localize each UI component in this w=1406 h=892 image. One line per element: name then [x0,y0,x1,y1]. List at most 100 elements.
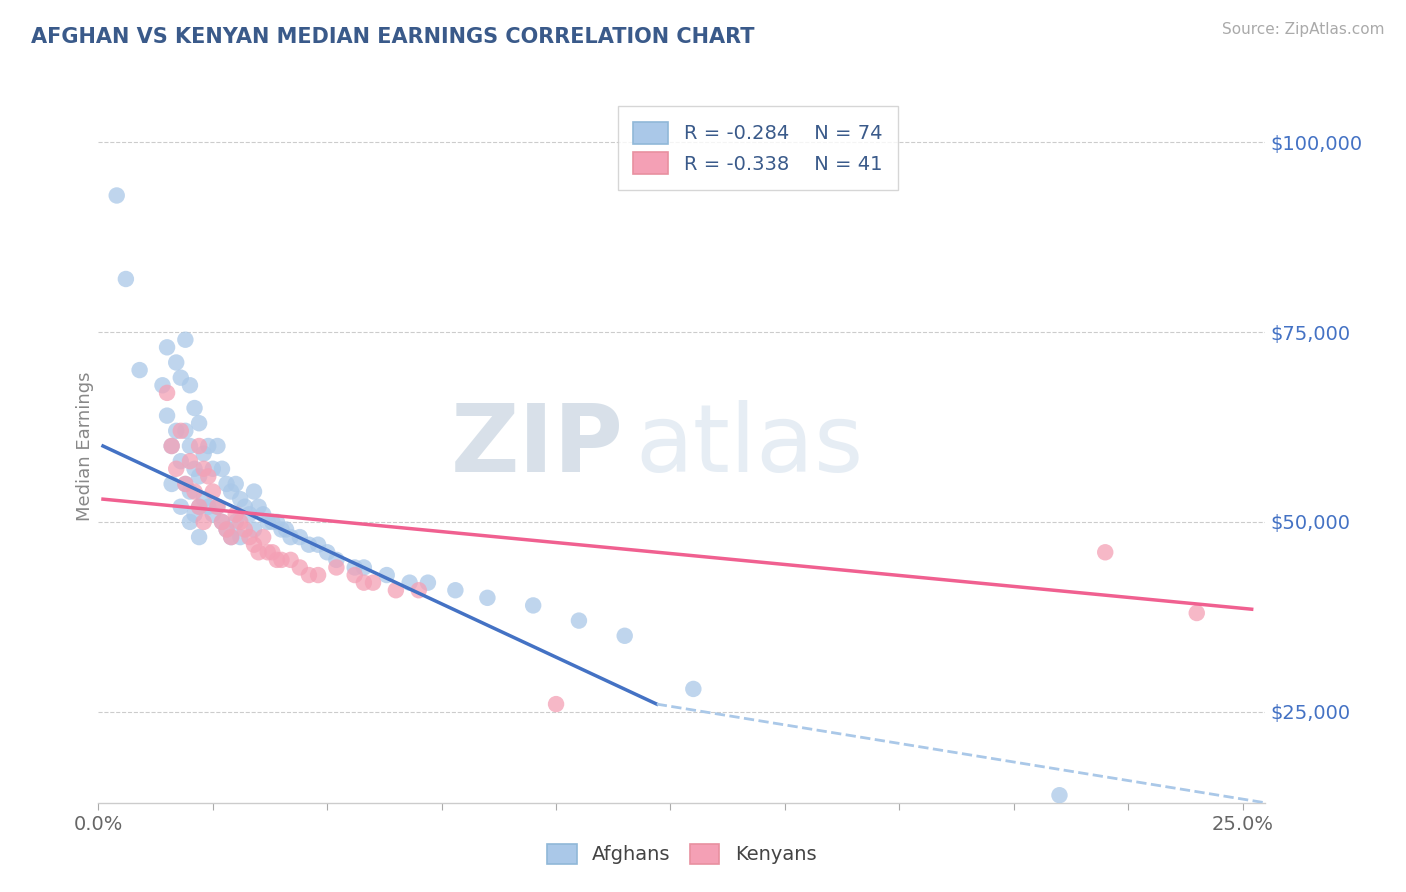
Point [197,439,219,453]
Point [160,439,183,453]
Point [183,484,205,499]
Point [233,523,256,537]
Point [179,484,201,499]
Point [201,508,224,522]
Text: AFGHAN VS KENYAN MEDIAN EARNINGS CORRELATION CHART: AFGHAN VS KENYAN MEDIAN EARNINGS CORRELA… [31,27,755,46]
Point [522,599,544,613]
Point [183,462,205,476]
Point [243,523,266,537]
Point [477,591,499,605]
Point [262,545,284,559]
Point [174,477,197,491]
Point [211,515,233,529]
Point [219,530,242,544]
Point [353,560,375,574]
Point [174,424,197,438]
Point [288,560,311,574]
Point [156,409,179,423]
Point [353,575,375,590]
Point [1049,788,1071,802]
Point [274,523,297,537]
Point [361,575,384,590]
Point [197,500,219,514]
Point [201,484,224,499]
Point [188,500,211,514]
Point [243,538,266,552]
Point [179,515,201,529]
Point [1094,545,1116,559]
Point [270,523,292,537]
Point [252,530,274,544]
Point [385,583,408,598]
Point [233,500,256,514]
Point [298,538,321,552]
Point [280,530,302,544]
Point [215,477,238,491]
Point [128,363,150,377]
Point [211,515,233,529]
Text: Source: ZipAtlas.com: Source: ZipAtlas.com [1222,22,1385,37]
Point [238,508,260,522]
Point [165,355,187,369]
Point [568,614,591,628]
Point [174,333,197,347]
Point [307,538,329,552]
Point [307,568,329,582]
Point [229,515,252,529]
Point [225,508,247,522]
Point [188,469,211,483]
Point [252,508,274,522]
Point [375,568,398,582]
Point [408,583,430,598]
Point [229,530,252,544]
Point [682,681,704,696]
Point [247,500,270,514]
Point [160,439,183,453]
Point [266,553,288,567]
Point [201,462,224,476]
Point [207,500,229,514]
Point [262,515,284,529]
Point [270,553,292,567]
Point [193,447,215,461]
Point [280,553,302,567]
Point [183,508,205,522]
Point [152,378,174,392]
Point [170,454,193,468]
Point [105,188,128,202]
Point [165,424,187,438]
Point [288,530,311,544]
Point [256,545,278,559]
Point [416,575,439,590]
Point [211,462,233,476]
Point [156,340,179,354]
Point [188,439,211,453]
Point [170,424,193,438]
Point [229,492,252,507]
Point [325,560,347,574]
Point [165,462,187,476]
Point [179,378,201,392]
Point [1185,606,1208,620]
Point [193,492,215,507]
Legend: Afghans, Kenyans: Afghans, Kenyans [547,844,817,864]
Point [316,545,339,559]
Point [266,515,288,529]
Point [215,523,238,537]
Point [193,515,215,529]
Point [193,462,215,476]
Point [238,530,260,544]
Point [207,439,229,453]
Point [215,523,238,537]
Point [325,553,347,567]
Point [219,530,242,544]
Point [115,272,138,286]
Point [544,697,567,711]
Point [243,484,266,499]
Point [179,439,201,453]
Point [183,401,205,415]
Point [160,477,183,491]
Point [188,530,211,544]
Point [156,385,179,400]
Point [398,575,420,590]
